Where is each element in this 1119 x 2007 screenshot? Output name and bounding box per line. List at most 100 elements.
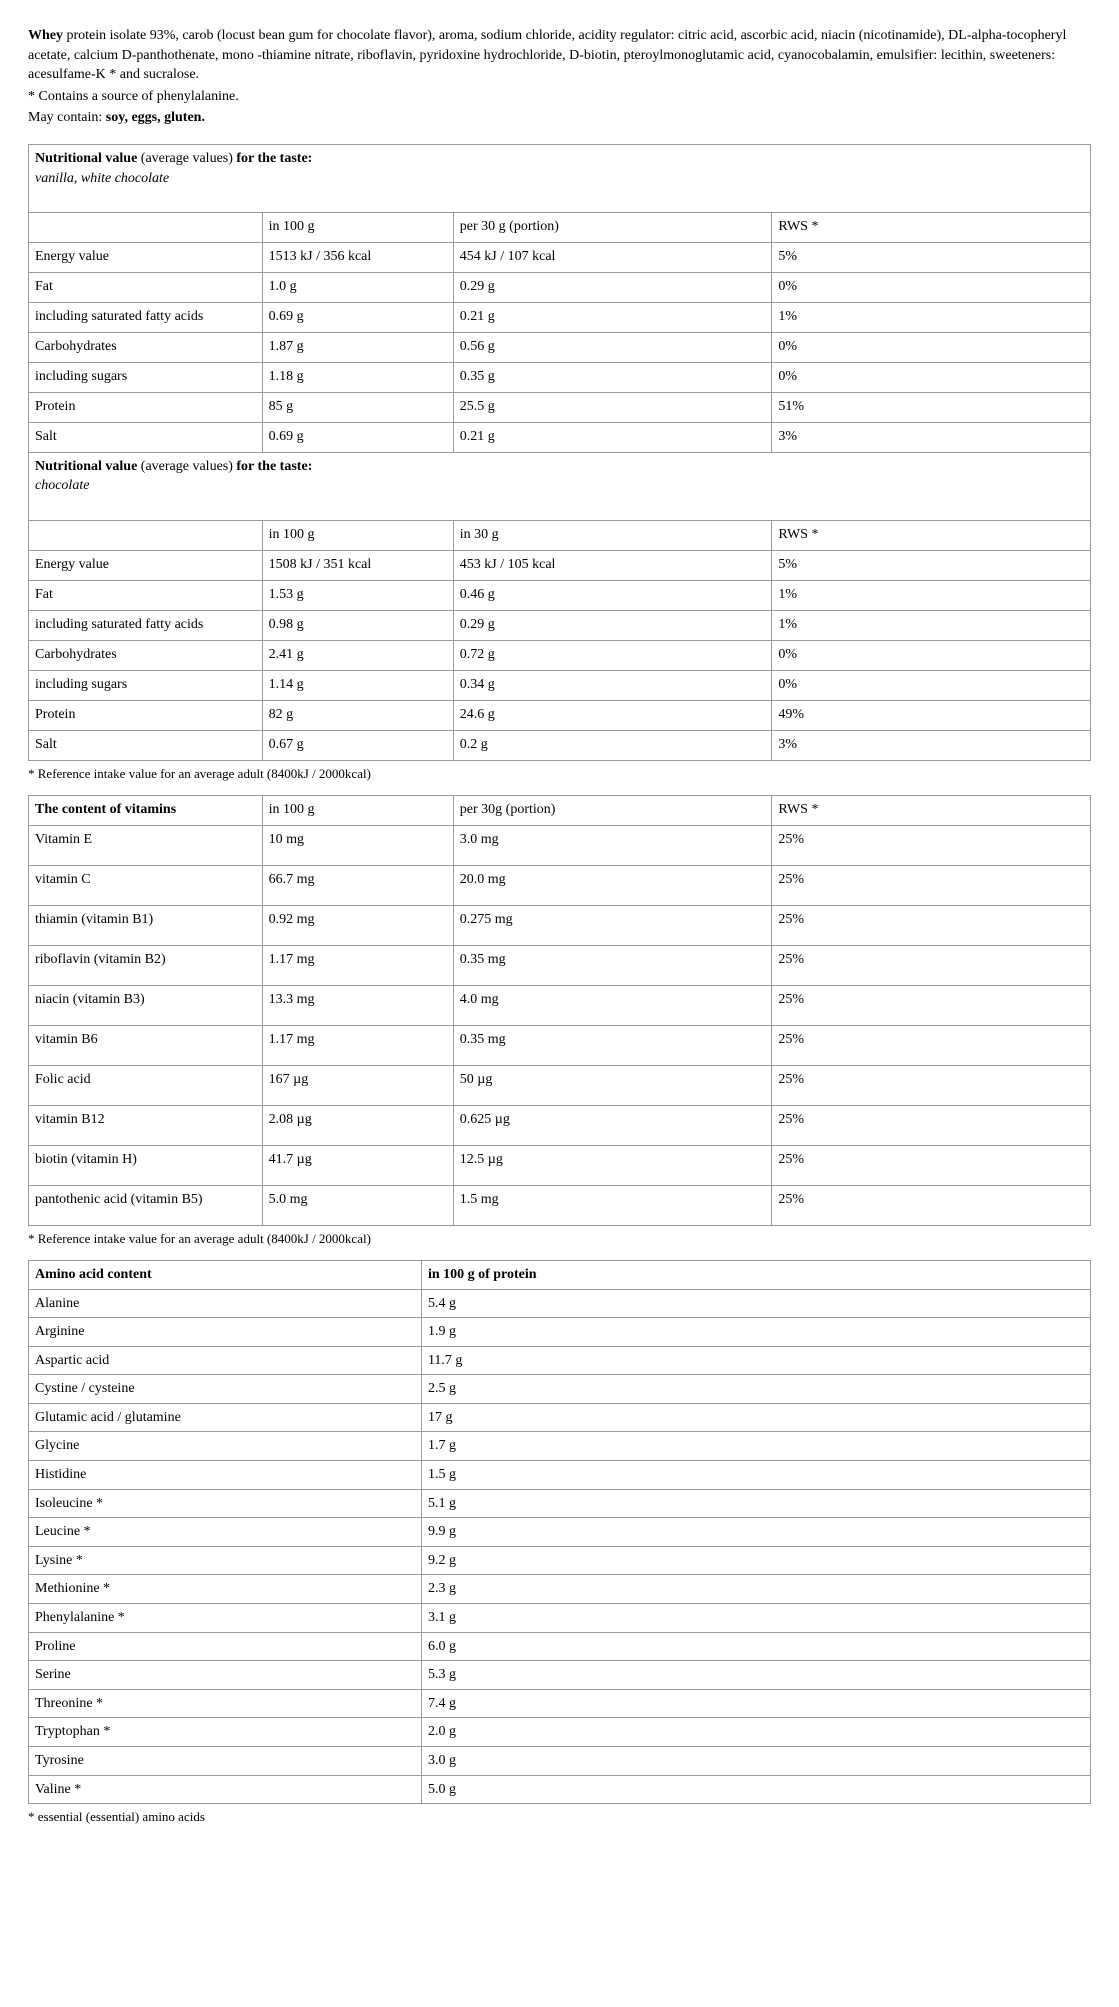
table-row: Fat1.53 g0.46 g1% [29,580,1091,610]
table-cell: Glycine [29,1432,422,1461]
table-cell: 5.4 g [421,1289,1090,1318]
table-cell: 0.35 mg [453,945,772,985]
table-cell: 2.5 g [421,1375,1090,1404]
table-cell: 3% [772,422,1091,452]
table-cell: Carbohydrates [29,332,263,362]
reference-note-2: * Reference intake value for an average … [28,1230,1091,1248]
table-cell: 0% [772,640,1091,670]
table-cell: 25% [772,1065,1091,1105]
amino-acid-table: Amino acid content in 100 g of protein A… [28,1260,1091,1804]
table-cell: 2.0 g [421,1718,1090,1747]
table-cell: 1.5 mg [453,1185,772,1225]
table-cell: vitamin B12 [29,1105,263,1145]
table-cell: vitamin C [29,865,263,905]
table-cell: 3.0 g [421,1747,1090,1776]
table-cell: 0.21 g [453,422,772,452]
table-row: Threonine *7.4 g [29,1689,1091,1718]
table-row: Energy value1513 kJ / 356 kcal454 kJ / 1… [29,242,1091,272]
table-cell: Tyrosine [29,1747,422,1776]
phenylalanine-note: * Contains a source of phenylalanine. [28,87,1091,107]
table-row: Fat1.0 g0.29 g0% [29,272,1091,302]
nutrition-table-vanilla: Nutritional value (average values) for t… [28,144,1091,761]
table-cell: Arginine [29,1318,422,1347]
table-cell: Salt [29,422,263,452]
table-row: Salt0.69 g0.21 g3% [29,422,1091,452]
table-cell: 10 mg [262,825,453,865]
table-cell: 1.14 g [262,670,453,700]
table-cell: Protein [29,392,263,422]
table-row: Serine5.3 g [29,1661,1091,1690]
table-cell: 453 kJ / 105 kcal [453,550,772,580]
table-cell: 1% [772,302,1091,332]
table-row: Arginine1.9 g [29,1318,1091,1347]
table-cell: 25% [772,1145,1091,1185]
table-cell: Fat [29,272,263,302]
table-cell: 1% [772,580,1091,610]
table-cell: 1.53 g [262,580,453,610]
table-cell: Valine * [29,1775,422,1804]
column-header-row: The content of vitamins in 100 g per 30g… [29,795,1091,825]
table-cell: 1508 kJ / 351 kcal [262,550,453,580]
column-header-row: Amino acid content in 100 g of protein [29,1260,1091,1289]
table-cell: niacin (vitamin B3) [29,985,263,1025]
table-row: biotin (vitamin H)41.7 µg12.5 µg25% [29,1145,1091,1185]
table-cell: 25% [772,945,1091,985]
table-cell: Carbohydrates [29,640,263,670]
table-cell: 0.56 g [453,332,772,362]
table-cell: 0.98 g [262,610,453,640]
table-row: thiamin (vitamin B1)0.92 mg0.275 mg25% [29,905,1091,945]
table-cell: 0.46 g [453,580,772,610]
table-row: Vitamin E10 mg3.0 mg25% [29,825,1091,865]
table-cell: 1.87 g [262,332,453,362]
table-header-cell: Nutritional value (average values) for t… [29,452,1091,520]
table-cell: 0% [772,362,1091,392]
table-row: Proline6.0 g [29,1632,1091,1661]
table-cell: including sugars [29,670,263,700]
table-row: niacin (vitamin B3)13.3 mg4.0 mg25% [29,985,1091,1025]
table-row: Protein82 g24.6 g49% [29,700,1091,730]
table-cell: riboflavin (vitamin B2) [29,945,263,985]
table-cell: 0.92 mg [262,905,453,945]
table-cell: 17 g [421,1403,1090,1432]
table-row: Folic acid167 µg50 µg25% [29,1065,1091,1105]
table-row: Salt0.67 g0.2 g3% [29,730,1091,760]
table-cell: Salt [29,730,263,760]
table-cell: 7.4 g [421,1689,1090,1718]
table-row: Isoleucine *5.1 g [29,1489,1091,1518]
table-cell: 25% [772,985,1091,1025]
table-cell: 13.3 mg [262,985,453,1025]
table-cell: Fat [29,580,263,610]
table-cell: 51% [772,392,1091,422]
table-row: riboflavin (vitamin B2)1.17 mg0.35 mg25% [29,945,1091,985]
table-cell: 66.7 mg [262,865,453,905]
table-cell: vitamin B6 [29,1025,263,1065]
table-cell: 0.2 g [453,730,772,760]
table-cell: Aspartic acid [29,1346,422,1375]
table-cell: Protein [29,700,263,730]
table-cell: 1% [772,610,1091,640]
table-row: Carbohydrates1.87 g0.56 g0% [29,332,1091,362]
table-row: Methionine *2.3 g [29,1575,1091,1604]
table-cell: 0.29 g [453,610,772,640]
table-cell: Alanine [29,1289,422,1318]
table-cell: Methionine * [29,1575,422,1604]
may-contain: May contain: soy, eggs, gluten. [28,108,1091,128]
table-cell: 1.17 mg [262,1025,453,1065]
table-cell: 25.5 g [453,392,772,422]
table-cell: Histidine [29,1461,422,1490]
table-cell: Cystine / cysteine [29,1375,422,1404]
table-cell: 5.1 g [421,1489,1090,1518]
table-cell: 454 kJ / 107 kcal [453,242,772,272]
table-row: Glycine1.7 g [29,1432,1091,1461]
may-contain-prefix: May contain: [28,110,106,125]
table-row: Tyrosine3.0 g [29,1747,1091,1776]
table-cell: Energy value [29,242,263,272]
table-cell: 41.7 µg [262,1145,453,1185]
table-cell: 0.69 g [262,422,453,452]
vitamins-table: The content of vitamins in 100 g per 30g… [28,795,1091,1226]
table-cell: 49% [772,700,1091,730]
table-cell: 0.35 g [453,362,772,392]
table-row: Leucine *9.9 g [29,1518,1091,1547]
table-row: including sugars1.18 g0.35 g0% [29,362,1091,392]
table-row: including sugars1.14 g0.34 g0% [29,670,1091,700]
